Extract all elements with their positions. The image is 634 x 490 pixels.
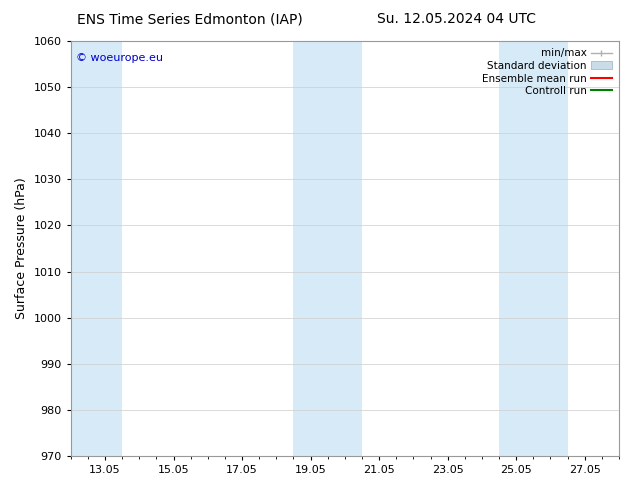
Bar	[499, 41, 567, 456]
Legend: min/max, Standard deviation, Ensemble mean run, Controll run: min/max, Standard deviation, Ensemble me…	[480, 46, 614, 98]
Text: © woeurope.eu: © woeurope.eu	[76, 53, 163, 64]
Text: Su. 12.05.2024 04 UTC: Su. 12.05.2024 04 UTC	[377, 12, 536, 26]
Bar	[294, 41, 362, 456]
Text: ENS Time Series Edmonton (IAP): ENS Time Series Edmonton (IAP)	[77, 12, 303, 26]
Y-axis label: Surface Pressure (hPa): Surface Pressure (hPa)	[15, 178, 28, 319]
Bar	[71, 41, 122, 456]
